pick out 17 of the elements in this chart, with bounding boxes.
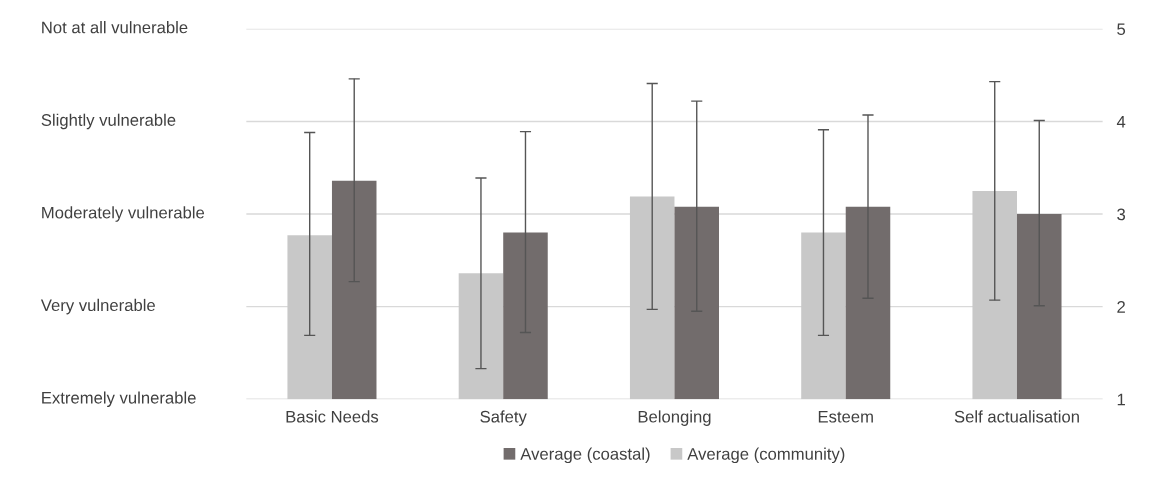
y-tick-label: 4 [1116,116,1126,128]
y-tick-label: 3 [1117,208,1126,221]
legend-label: Average (community) [687,447,845,464]
text: Not at all vulnerable [42,21,188,34]
y-tick-label: 2 [1117,301,1125,313]
x-tick-label: Safety [480,410,527,426]
text: Slightly vulnerable [41,113,176,130]
text: Extremely vulnerable [42,391,196,407]
x-tick-label: Belonging [638,410,711,426]
y-tick-label: 1 [1117,393,1125,406]
legend-label: Average (coastal) [520,447,650,464]
x-tick-label: Basic Needs [286,410,379,423]
text: Moderately vulnerable [42,206,205,222]
x-tick-label: Self actualisation [954,410,1079,423]
y-tick-label: 5 [1117,23,1126,36]
x-tick-label: Esteem [818,410,873,423]
text: Very vulnerable [40,298,155,315]
